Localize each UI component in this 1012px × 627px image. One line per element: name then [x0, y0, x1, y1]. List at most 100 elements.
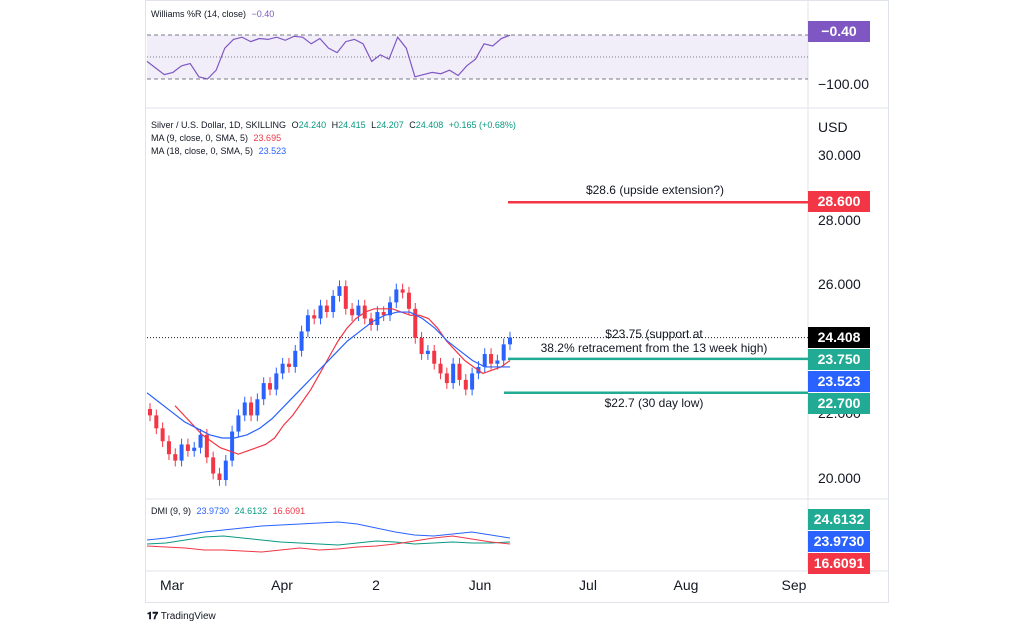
candle-body	[286, 363, 291, 367]
candle-body	[451, 363, 456, 384]
candle-body	[432, 350, 437, 364]
candle-body	[185, 444, 190, 451]
candle-body	[482, 354, 487, 367]
candle-body	[312, 315, 317, 319]
candle-body	[501, 344, 506, 361]
candle-body	[400, 289, 405, 293]
badge-plus-di: 23.9730	[808, 531, 870, 552]
ma9-line	[174, 308, 511, 455]
badge-last-price: 24.408	[808, 327, 870, 348]
currency-label: USD	[818, 119, 848, 135]
annotation-22700: $22.7 (30 day low)	[604, 396, 704, 410]
price-change: +0.165 (+0.68%)	[448, 120, 516, 130]
candle-body	[350, 308, 355, 316]
chart-frame	[145, 0, 889, 603]
candle-body	[331, 295, 336, 313]
dmi-title: DMI (9, 9)	[151, 506, 192, 516]
candle-body	[394, 289, 399, 303]
tradingview-logo: 𝟏𝟕 TradingView	[147, 611, 216, 622]
candle-body	[242, 402, 247, 416]
candle-body	[179, 444, 184, 461]
xtick-jul: Jul	[579, 577, 597, 593]
candle-body	[305, 315, 310, 332]
ma18-legend: MA (18, close, 0, SMA, 5) 23.523	[151, 146, 289, 156]
dmi-minus-line	[146, 535, 511, 553]
candle-body	[274, 373, 279, 390]
candle-body	[268, 383, 272, 390]
candle-body	[419, 337, 424, 355]
ma18-title: MA (18, close, 0, SMA, 5)	[151, 146, 254, 156]
ohlc-l-value: 24.207	[376, 120, 404, 130]
xtick-mar: Mar	[159, 577, 185, 593]
williams-tick-min: −100.00	[818, 76, 869, 92]
brand-text: TradingView	[160, 611, 216, 622]
candle-body	[444, 373, 449, 384]
xtick-apr: Apr	[271, 577, 293, 593]
candle-body	[406, 292, 411, 309]
candle-body	[280, 363, 285, 374]
dmi-adx-value: 24.6132	[234, 506, 268, 516]
ohlc-c-value: 24.408	[415, 120, 444, 130]
williams-badge: −0.40	[808, 21, 870, 42]
symbol-title: Silver / U.S. Dollar, 1D, SKILLING	[151, 120, 287, 130]
candle-body	[470, 373, 475, 390]
candle-body	[160, 428, 165, 442]
xtick-sep: Sep	[781, 577, 807, 593]
candle-body	[324, 305, 329, 313]
williams-title: Williams %R (14, close)	[151, 9, 247, 19]
ohlc-h-value: 24.415	[338, 120, 366, 130]
ohlc-c-label: C	[409, 120, 416, 130]
candle-body	[495, 360, 500, 364]
ohlc-o-label: O	[291, 120, 299, 130]
badge-28600: 28.600	[808, 191, 870, 212]
candle-body	[166, 441, 171, 455]
candle-body	[489, 354, 494, 364]
candle-body	[463, 379, 468, 390]
candle-body	[249, 402, 254, 416]
candle-body	[198, 434, 203, 448]
candle-body	[148, 408, 152, 416]
candle-body	[236, 415, 241, 432]
ohlc-o-value: 24.240	[298, 120, 327, 130]
candle-body	[337, 286, 342, 296]
annotation-28600: $28.6 (upside extension?)	[585, 183, 725, 197]
annotation-support-2: 38.2% retracement from the 13 week high)	[540, 341, 768, 355]
candle-body	[369, 318, 374, 325]
badge-22700: 22.700	[808, 393, 870, 414]
ma9-value: 23.695	[253, 133, 282, 143]
ma18-line	[146, 311, 510, 439]
dmi-adx-line	[146, 535, 511, 546]
candle-body	[508, 337, 512, 345]
candle-body	[343, 286, 348, 309]
badge-adx: 24.6132	[808, 509, 870, 530]
badge-ma18: 23.523	[808, 371, 870, 392]
dmi-minus-value: 16.6091	[272, 506, 306, 516]
candle-body	[299, 331, 304, 351]
candle-body	[438, 363, 443, 374]
candle-body	[211, 457, 216, 474]
badge-23750: 23.750	[808, 349, 870, 370]
badge-minus-di: 16.6091	[808, 553, 870, 574]
candle-body	[261, 383, 266, 400]
candle-body	[217, 473, 222, 480]
dmi-legend: DMI (9, 9) 23.9730 24.6132 16.6091	[151, 506, 308, 516]
tick-30000: 30.000	[818, 147, 861, 163]
candle-body	[425, 350, 430, 355]
xtick-2: 2	[372, 577, 380, 593]
candle-body	[204, 434, 209, 458]
annotation-support-1: $23.75 (support at	[605, 327, 703, 341]
tick-28000: 28.000	[818, 212, 861, 228]
ma9-title: MA (9, close, 0, SMA, 5)	[151, 133, 249, 143]
tick-20000: 20.000	[818, 470, 861, 486]
tick-26000: 26.000	[818, 276, 861, 292]
xtick-jun: Jun	[468, 577, 492, 593]
candle-body	[293, 350, 298, 367]
ma9-legend: MA (9, close, 0, SMA, 5) 23.695	[151, 133, 284, 143]
candle-body	[356, 305, 361, 316]
candle-body	[255, 399, 260, 416]
dmi-plus-line	[146, 521, 511, 541]
price-legend: Silver / U.S. Dollar, 1D, SKILLING O24.2…	[151, 120, 519, 130]
ma18-value: 23.523	[258, 146, 287, 156]
williams-value: −0.40	[251, 9, 275, 19]
